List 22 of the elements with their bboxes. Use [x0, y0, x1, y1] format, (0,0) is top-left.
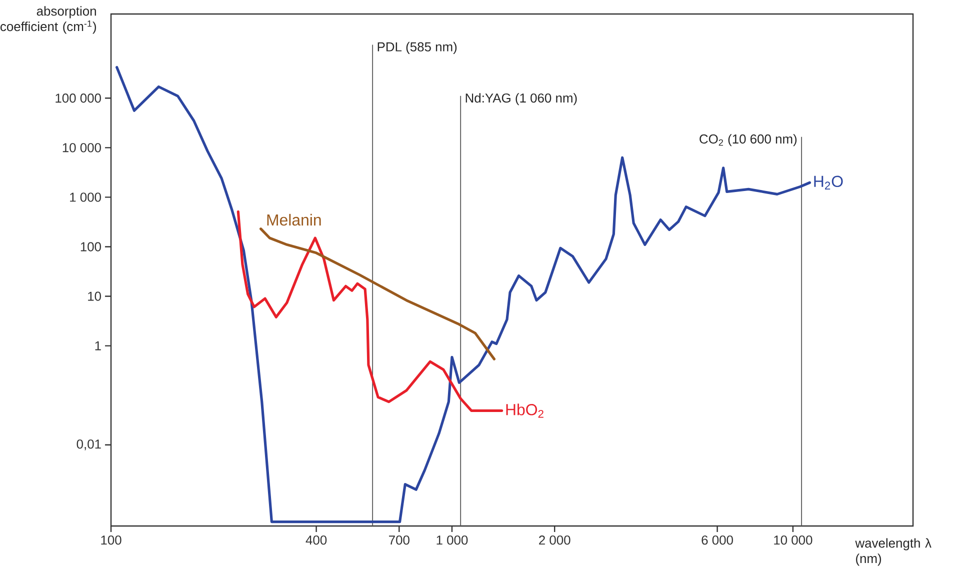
y-tick-label: 10 000 [62, 143, 101, 152]
x-tick-label: 10 000 [774, 536, 812, 545]
x-axis-title: wavelength λ (nm) [855, 538, 932, 566]
series-label: H$_{2}$O [814, 176, 843, 190]
y-tick-label: 1 [95, 341, 101, 350]
y-tick-label: 10 [88, 292, 101, 301]
ref-line-label: Nd:YAG (1 060 nm) [466, 93, 577, 106]
y-tick-label: 0,01 [76, 440, 101, 450]
series-label: Melanin [267, 214, 321, 226]
y-tick-label: 1 000 [70, 192, 101, 202]
y-axis-title: absorption coefficient (cm$^{-1}$) [0, 6, 96, 34]
x-tick-label: 400 [306, 536, 327, 545]
y-tick-label: 100 000 [56, 94, 101, 103]
x-tick-label: 2 000 [539, 536, 570, 545]
ref-line-label: PDL (585 nm) [378, 42, 457, 54]
x-tick-label: 1 000 [436, 536, 468, 545]
x-tick-label: 6 000 [702, 536, 733, 545]
series-label: HbO$_{2}$ [506, 404, 544, 418]
x-tick-label: 100 [101, 536, 122, 545]
y-tick-label: 100 [80, 242, 101, 252]
x-tick-label: 700 [389, 536, 410, 545]
ref-line-label: CO$_{2}$ (10 600 nm) [700, 134, 797, 146]
